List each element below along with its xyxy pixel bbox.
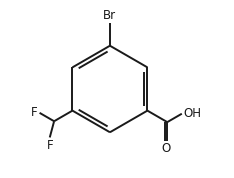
Text: F: F bbox=[47, 139, 53, 152]
Text: O: O bbox=[161, 142, 171, 155]
Text: F: F bbox=[31, 106, 37, 119]
Text: Br: Br bbox=[103, 9, 117, 22]
Text: OH: OH bbox=[183, 107, 201, 120]
